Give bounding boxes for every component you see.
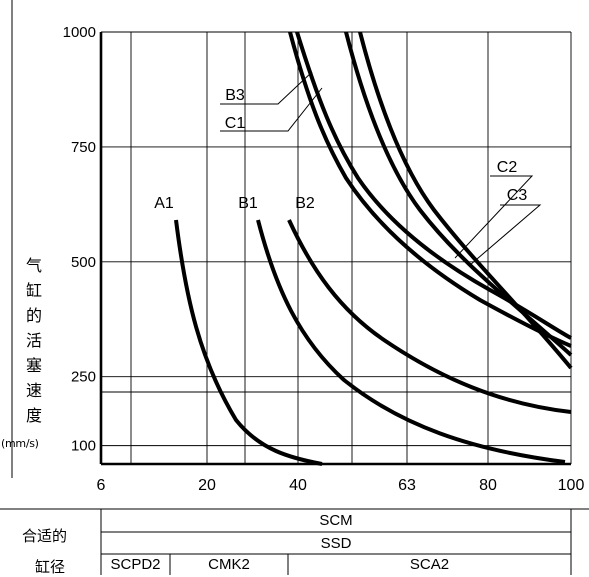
series-cmk2: CMK2 [208,556,250,573]
series-label-c3: C3 [507,187,528,204]
y-tick-label: 250 [71,369,96,386]
y-label-char: 的 [25,306,42,325]
y-label-char: 活 [25,331,42,350]
x-tick-label: 20 [198,477,216,494]
series-label-c1: C1 [225,115,246,132]
x-tick-label: 40 [289,477,307,494]
series-curve-c2 [344,31,573,357]
y-label-char: 速 [25,381,42,400]
series-scpd2: SCPD2 [110,556,161,573]
y-label-char: 缸 [25,281,42,300]
series-curve-c1 [295,31,572,340]
y-tick-label: 750 [71,139,96,156]
y-tick-label: 1000 [63,24,96,41]
y-label-char: 度 [25,406,42,425]
leader-line [220,71,313,105]
leader-line [454,175,534,259]
bore-row-label-1: 合适的 [22,527,68,545]
callout-layer: A1 B1 B2 B3 C1 C2 C3 [154,71,542,266]
y-tick-label: 100 [71,438,96,455]
series-label-b1: B1 [238,195,258,212]
plot-frame [11,0,572,478]
curve-layer [174,31,573,466]
x-tick-label: 6 [97,477,106,494]
series-label-b3: B3 [225,87,245,104]
series-scm: SCM [319,512,353,529]
series-curve-a1 [174,219,323,466]
leader-line [220,87,323,132]
leader-line [469,204,542,266]
bore-row-label-2: 缸径 [35,558,66,576]
table-lines [0,508,589,575]
y-tick-label: 500 [71,254,96,271]
series-label-c2: C2 [497,159,518,176]
series-ssd: SSD [320,535,352,552]
x-tick-label: 100 [558,477,585,494]
series-label-b2: B2 [295,195,315,212]
y-label-char: 塞 [25,356,42,375]
x-tick-label: 80 [479,477,497,494]
tick-label-layer: 100 250 500 750 1000 6 20 40 63 80 100 [63,24,585,494]
series-curve-b1 [256,219,566,464]
series-label-a1: A1 [154,195,174,212]
y-unit-label: (mm/s) [1,437,39,450]
series-curve-b2 [287,219,572,414]
series-curve-b3 [288,31,572,348]
x-tick-label: 63 [398,477,416,494]
series-sca2: SCA2 [409,556,450,573]
series-curve-c3 [358,31,573,370]
y-label-char: 气 [25,256,42,275]
